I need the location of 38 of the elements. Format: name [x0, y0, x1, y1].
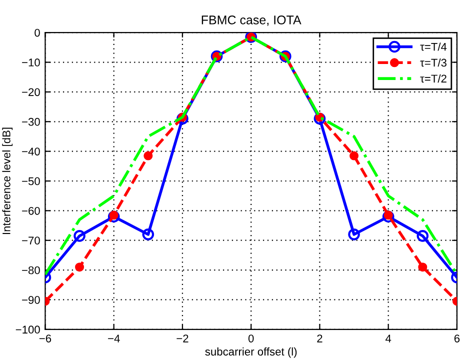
x-tick-label: 4 [386, 334, 392, 342]
point [416, 230, 429, 242]
y-tick-label: −50 [22, 177, 40, 186]
point [74, 230, 86, 242]
x-tick-label: −2 [176, 334, 188, 342]
x-tick-label: −6 [39, 334, 52, 342]
point [314, 112, 326, 125]
point [176, 112, 188, 125]
point [382, 210, 394, 223]
y-axis-title: Interference level [dB] [2, 128, 13, 234]
y-tick-label: −60 [22, 206, 40, 215]
point [109, 210, 118, 220]
x-tick-label: −4 [108, 334, 120, 342]
x-tick-label: 6 [454, 334, 460, 342]
y-tick-label: −80 [22, 266, 40, 274]
legend-label: τ=T/4 [420, 42, 447, 51]
y-tick-label: −90 [22, 296, 40, 304]
legend-label: τ=T/2 [420, 74, 446, 83]
y-tick-label: −40 [22, 148, 40, 156]
y-tick-label: −100 [16, 326, 40, 334]
point [348, 228, 360, 240]
x-tick-label: 0 [248, 334, 254, 342]
x-axis-title: subcarrier offset (l) [205, 347, 297, 358]
x-tick-label: 2 [317, 334, 322, 342]
point [108, 210, 120, 223]
y-tick-label: 0 [34, 28, 40, 37]
y-tick-label: −70 [22, 236, 40, 245]
y-tick-label: −30 [22, 118, 40, 126]
point [350, 151, 359, 160]
chart-title: FBMC case, IOTA [202, 16, 302, 26]
y-tick-label: −10 [22, 58, 40, 66]
point [75, 262, 84, 272]
y-tick-label: −20 [22, 88, 40, 96]
point [144, 151, 153, 160]
legend-label: τ=T/3 [420, 58, 446, 67]
point [418, 262, 428, 272]
point [142, 228, 154, 240]
point [384, 210, 393, 220]
